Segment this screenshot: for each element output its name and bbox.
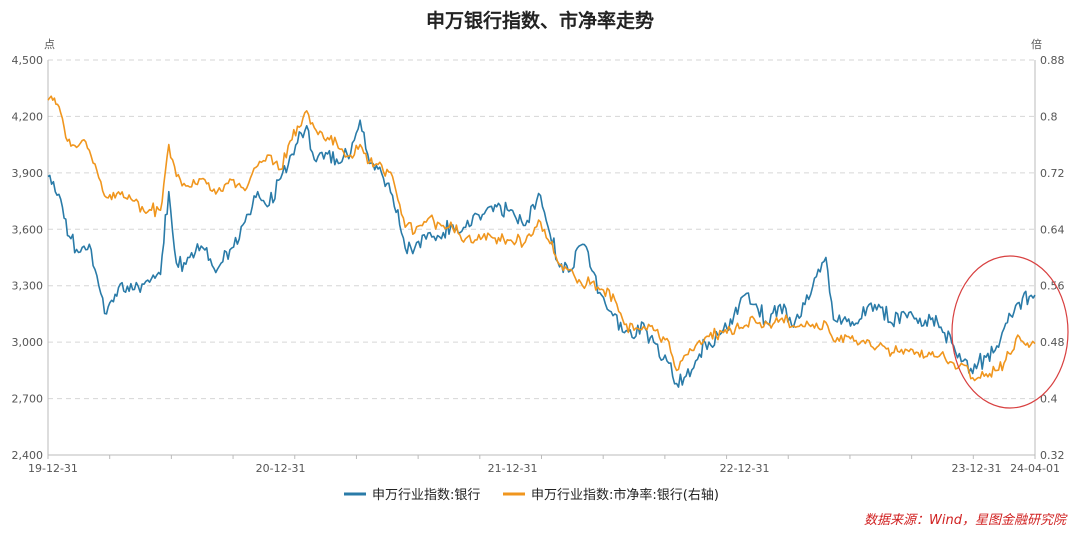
data-source-note: 数据来源：Wind，星图金融研究院 [864, 512, 1068, 528]
legend: 申万行业指数:银行 申万行业指数:市净率:银行(右轴) [344, 487, 719, 503]
x-tick-label: 23-12-31 [952, 462, 1002, 475]
axes [47, 60, 1036, 456]
x-tick-label: 22-12-31 [720, 462, 770, 475]
left-tick-label: 2,700 [12, 393, 44, 406]
left-tick-label: 2,400 [12, 449, 44, 462]
left-tick-label: 3,000 [12, 336, 44, 349]
left-tick-label: 4,500 [12, 54, 44, 67]
right-axis-ticks: 0.32 0.4 0.48 0.56 0.64 0.72 0.8 0.88 [1040, 54, 1065, 462]
left-tick-label: 3,900 [12, 167, 44, 180]
right-tick-label: 0.64 [1040, 223, 1065, 236]
series-line-pb-ratio [47, 95, 1036, 382]
right-tick-label: 0.48 [1040, 336, 1065, 349]
legend-label-pb-ratio: 申万行业指数:市净率:银行(右轴) [531, 487, 719, 503]
right-tick-label: 0.4 [1040, 393, 1058, 406]
right-tick-label: 0.88 [1040, 54, 1065, 67]
series-line-bank-index [47, 119, 1036, 388]
right-tick-label: 0.32 [1040, 449, 1065, 462]
right-tick-label: 0.8 [1040, 110, 1058, 123]
left-tick-label: 3,600 [12, 223, 44, 236]
grid-lines [48, 59, 1035, 400]
left-tick-label: 4,200 [12, 110, 44, 123]
x-tick-label: 19-12-31 [28, 462, 78, 475]
right-tick-label: 0.56 [1040, 280, 1065, 293]
left-axis-unit: 点 [44, 38, 55, 51]
x-tick-label: 20-12-31 [256, 462, 306, 475]
left-tick-label: 3,300 [12, 280, 44, 293]
x-tick-label: 24-04-01 [1010, 462, 1060, 475]
left-axis-ticks: 2,400 2,700 3,000 3,300 3,600 3,900 4,200 4,500 [12, 54, 44, 462]
right-axis-unit: 倍 [1031, 37, 1042, 51]
chart-title: 申万银行指数、市净率走势 [426, 9, 654, 32]
highlight-circle-annotation [951, 255, 1069, 409]
x-tick-label: 21-12-31 [488, 462, 538, 475]
legend-label-bank-index: 申万行业指数:银行 [372, 488, 480, 503]
series-lines [47, 95, 1036, 388]
right-tick-label: 0.72 [1040, 167, 1065, 180]
x-axis-ticks: 19-12-31 20-12-31 21-12-31 22-12-31 23-12-31… [28, 455, 1060, 475]
